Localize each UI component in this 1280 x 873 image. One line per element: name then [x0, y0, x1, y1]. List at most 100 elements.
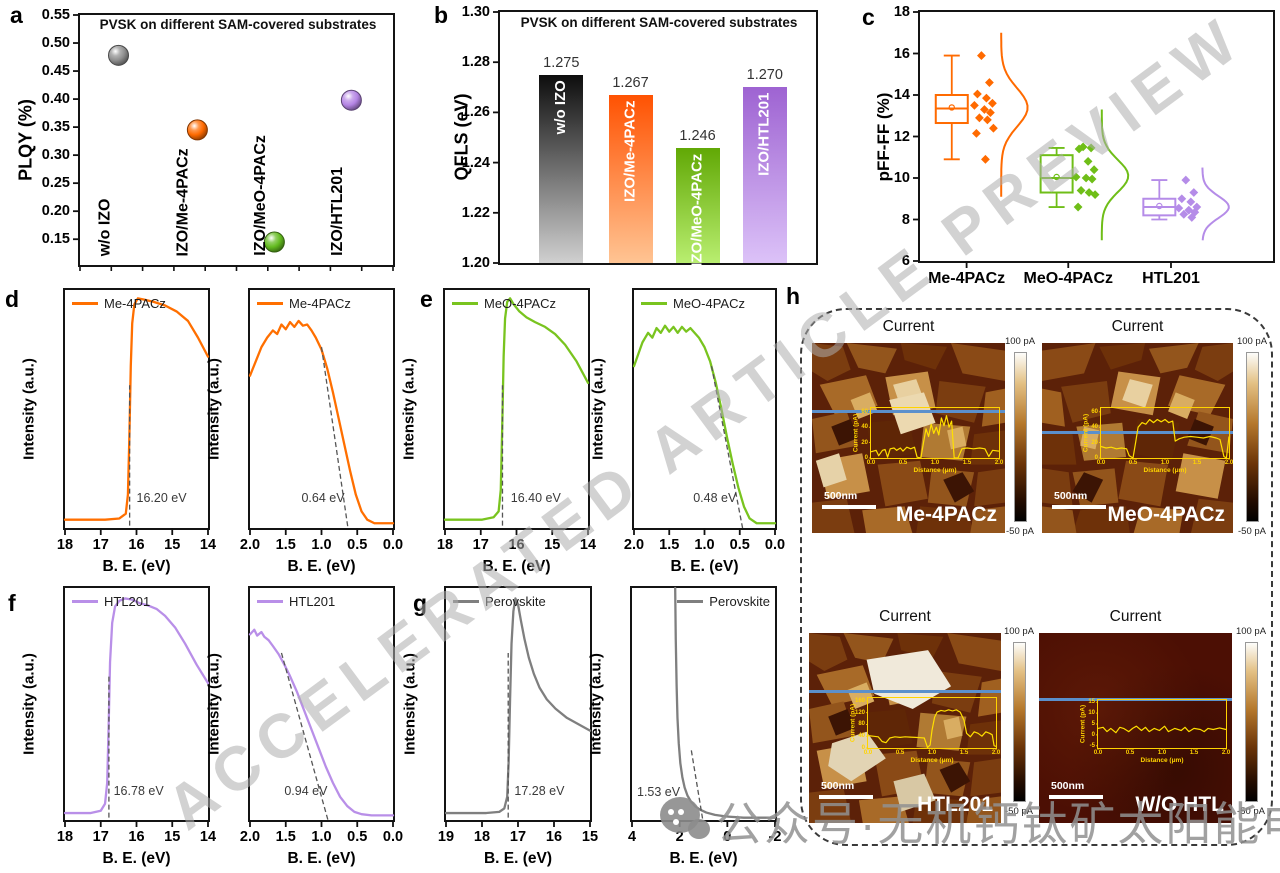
annotation: 16.20 eV	[136, 491, 187, 506]
x-tick-label: 17	[92, 537, 109, 553]
panel-b-ylabel: QFLS (eV)	[451, 93, 472, 181]
inset-x-tick: 2.0	[1224, 460, 1233, 466]
x-tick-label: 17	[92, 829, 109, 845]
legend-label: HTL201	[289, 594, 336, 609]
x-tick-label: 16	[545, 829, 563, 845]
bar-inside-label: w/o IZO	[552, 80, 570, 135]
inset-x-label: Distance (μm)	[910, 757, 954, 764]
x-tick-label: 17	[509, 829, 527, 845]
line-chart-canvas	[63, 297, 210, 535]
y-tick-label: 10	[893, 170, 910, 186]
box-chart-canvas	[913, 11, 1230, 268]
afm-title-meo4pacz: Current	[1111, 318, 1164, 335]
colorbar-htl201	[1013, 642, 1026, 802]
x-tick-label: 1.0	[311, 537, 332, 553]
scalebar-label: 500nm	[821, 780, 855, 792]
afm-title-htl201: Current	[879, 608, 931, 625]
legend: Me-4PACz	[257, 296, 351, 311]
x-tick-label: 19	[437, 829, 455, 845]
x-axis-label: B. E. (eV)	[287, 850, 356, 867]
line-chart-canvas	[632, 324, 777, 535]
x-axis-label: B. E. (eV)	[669, 850, 738, 867]
line-chart-canvas	[444, 597, 592, 827]
y-tick-label: 10	[1088, 710, 1095, 717]
legend: MeO-4PACz	[641, 296, 745, 311]
inset-x-tick: 2.0	[991, 750, 1001, 756]
line-chart-canvas	[248, 628, 395, 827]
inset-chart-canvas	[1096, 701, 1227, 750]
panel-label-c: c	[862, 4, 875, 30]
x-axis-label: B. E. (eV)	[670, 558, 739, 575]
colorbar-min-label: -50 pA	[1238, 526, 1266, 537]
inset-x-tick: 1.0	[1157, 750, 1167, 756]
inset-x-tick: 0.0	[1093, 750, 1103, 756]
x-tick-label: 16	[128, 537, 145, 553]
x-axis-label: B. E. (eV)	[482, 558, 551, 575]
scalebar-label: 500nm	[824, 490, 858, 502]
scalebar	[1049, 795, 1103, 799]
legend-line-swatch	[453, 600, 479, 603]
colorbar-max-label: 100 pA	[1003, 626, 1035, 637]
y-tick-label: 12	[893, 128, 910, 145]
x-tick-label: 15	[164, 537, 181, 553]
y-tick-label: 0	[864, 455, 868, 461]
x-tick-label: -2	[768, 829, 782, 845]
afm-image-htl201: 0 40 80 120 160 0.0 0.5 1.0 1.5 2.0 Distance (μm) C…	[809, 633, 1001, 823]
scalebar	[822, 505, 876, 509]
x-tick-label: 18	[56, 537, 74, 553]
legend-line-swatch	[677, 600, 704, 603]
inset-x-tick: 1.0	[930, 460, 940, 466]
x-tick-label: 2.0	[623, 537, 645, 553]
colorbar-max-label: 100 pA	[1235, 626, 1267, 637]
wechat-bubble-small	[688, 819, 710, 839]
x-axis-label: B. E. (eV)	[102, 558, 171, 575]
scalebar	[1052, 505, 1106, 509]
bar-inside-label: IZO/Me-4PACz	[621, 100, 639, 202]
category-label: Me-4PACz	[928, 270, 1006, 287]
x-tick-label: 1.5	[275, 537, 296, 553]
y-tick-label: 18	[893, 4, 910, 20]
x-tick-label: 14	[199, 829, 217, 845]
panel-c-ylabel: pFF-FF (%)	[874, 92, 893, 182]
legend: HTL201	[72, 594, 150, 609]
afm-texture	[809, 633, 1001, 823]
y-tick-label: 1.30	[461, 4, 490, 20]
line-chart-canvas	[63, 597, 210, 827]
inset-chart-canvas	[1099, 411, 1230, 460]
inset-x-label: Distance (μm)	[1143, 467, 1187, 474]
ups-htl201-onset-plot: 2.0 1.5 1.0 0.5 0.0 B. E. (eV) Intensity (a.u.…	[206, 586, 403, 867]
ups-me4pacz-cutoff-plot: 18 17 16 15 14 B. E. (eV) Intensity (a.u.) Me-4…	[21, 288, 216, 575]
colorbar-max-label: 100 pA	[1236, 336, 1268, 347]
legend-line-swatch	[257, 302, 283, 305]
linescan-inset-me4pacz: 0 20 40 60 0.0 0.5 1.0 1.5 2.0 Distance (μm) Curre…	[853, 407, 1003, 474]
inset-x-tick: 0.0	[863, 750, 873, 756]
inset-x-tick: 1.0	[927, 750, 937, 756]
x-axis-label: B. E. (eV)	[102, 850, 171, 867]
inset-x-label: Distance (μm)	[1140, 757, 1184, 764]
legend-label: MeO-4PACz	[484, 296, 556, 311]
y-tick-label: 1.26	[461, 104, 490, 121]
x-tick-label: 18	[56, 829, 74, 845]
bar-value-label: 1.246	[679, 127, 716, 144]
colorbar-wohtl	[1245, 642, 1258, 802]
x-tick-label: 2.0	[239, 829, 261, 845]
linescan-inset-htl201: 0 40 80 120 160 0.0 0.5 1.0 1.5 2.0 Distance (μm) C…	[850, 697, 1000, 764]
inset-x-tick: 1.5	[1192, 460, 1202, 466]
bar-inside-label: IZO/HTL201	[755, 92, 773, 177]
colorbar-meo4pacz	[1246, 352, 1259, 522]
ups-htl201-cutoff-plot: 18 17 16 15 14 B. E. (eV) Intensity (a.u.) HTL2…	[21, 586, 216, 867]
y-tick-label: 5	[1091, 721, 1095, 727]
colorbar-min-label: -50 pA	[1006, 526, 1034, 537]
annotation: 0.48 eV	[693, 491, 737, 506]
bar	[539, 74, 584, 263]
legend-line-swatch	[72, 600, 98, 603]
annotation: 16.78 eV	[113, 783, 164, 798]
y-tick-label: 120	[854, 709, 865, 716]
x-tick-label: 15	[544, 537, 561, 553]
linescan-inset-wohtl: -5 0 5 10 15 0.0 0.5 1.0 1.5 2.0 Distance (μm) Curr…	[1080, 699, 1230, 764]
x-tick-label: 4	[627, 829, 637, 845]
x-axis-label: B. E. (eV)	[483, 850, 553, 867]
x-tick-label: 1.5	[275, 829, 296, 845]
x-tick-label: 15	[581, 829, 599, 845]
x-tick-label: 16	[508, 537, 525, 553]
